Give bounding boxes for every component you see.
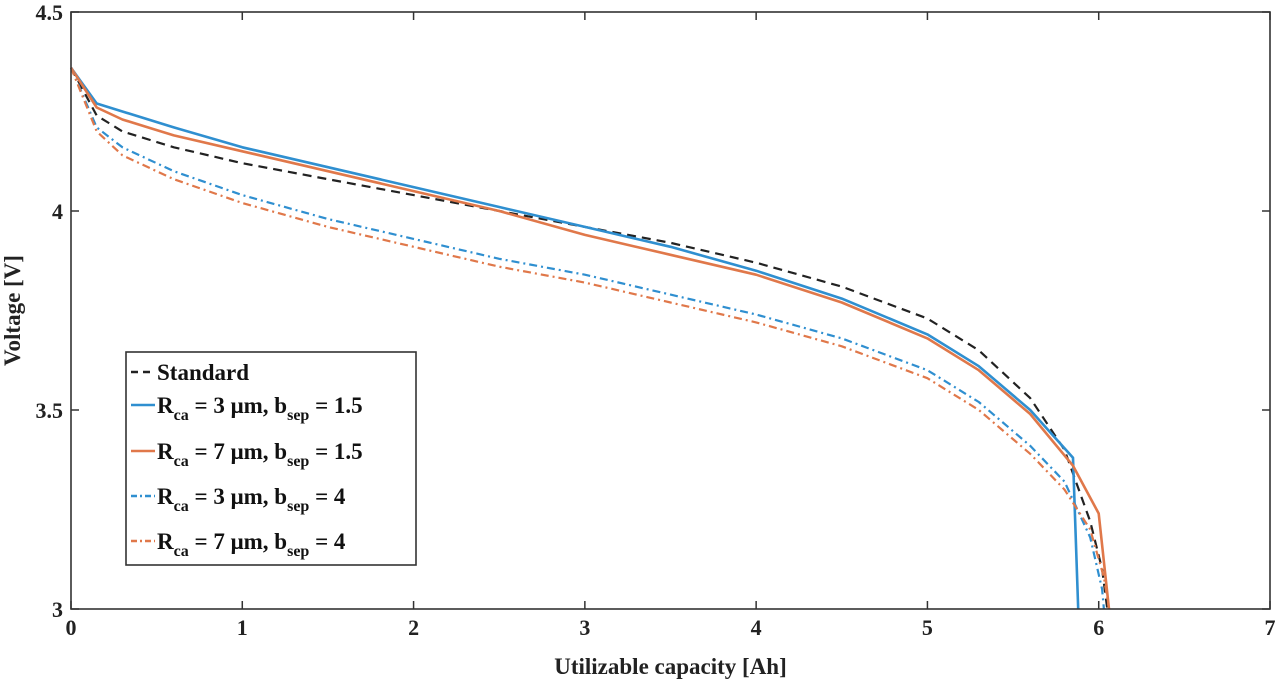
series-line-2 xyxy=(69,66,1080,610)
series-line-4 xyxy=(69,67,1105,610)
legend-label-part: = 7 μm, b xyxy=(189,439,287,464)
legend-label-part: Standard xyxy=(157,360,249,385)
legend-label-part: = 4 xyxy=(309,529,346,554)
legend-label-part: ca xyxy=(174,407,189,424)
legend-label-part: R xyxy=(157,439,174,464)
legend-label-part: sep xyxy=(287,498,309,515)
legend-label-part: = 1.5 xyxy=(309,393,362,418)
series-line-1 xyxy=(70,67,1109,610)
legend-label: Rca = 7 μm, bsep = 1.5 xyxy=(157,439,363,470)
legend-label-part: = 1.5 xyxy=(309,439,362,464)
legend-label-part: = 3 μm, b xyxy=(189,393,287,418)
x-tick-label: 2 xyxy=(408,615,419,640)
legend-label-part: R xyxy=(157,393,174,418)
y-axis-label: Voltage [V] xyxy=(0,255,25,366)
legend-label-part: = 4 xyxy=(309,484,346,509)
plot-frame xyxy=(70,11,1271,610)
series-line-3 xyxy=(69,66,1111,610)
legend-label: Standard xyxy=(157,360,249,385)
y-tick-label: 4 xyxy=(52,199,63,224)
legend-label-part: sep xyxy=(287,407,309,424)
legend-box xyxy=(125,351,417,566)
legend-label: Rca = 3 μm, bsep = 4 xyxy=(157,484,346,515)
legend-label: Rca = 7 μm, bsep = 4 xyxy=(157,529,346,560)
legend-label-part: ca xyxy=(174,543,189,560)
x-tick-label: 0 xyxy=(66,615,77,640)
legend-label-part: ca xyxy=(174,498,189,515)
series-line-5 xyxy=(69,67,1111,610)
x-axis-label: Utilizable capacity [Ah] xyxy=(554,654,787,679)
legend-label-part: = 3 μm, b xyxy=(189,484,287,509)
legend-label-part: sep xyxy=(287,543,309,560)
legend-label-part: = 7 μm, b xyxy=(189,529,287,554)
x-tick-label: 4 xyxy=(751,615,762,640)
y-tick-label: 3 xyxy=(52,597,63,622)
axis-ticks: 0 1 2 3 4 5 6 7 3 3.5 4 4.5 xyxy=(36,0,1276,640)
x-tick-label: 3 xyxy=(579,615,590,640)
legend-label-part: R xyxy=(157,529,174,554)
plot-lines xyxy=(69,66,1111,610)
x-tick-label: 1 xyxy=(237,615,248,640)
legend-label-part: R xyxy=(157,484,174,509)
x-tick-label: 6 xyxy=(1093,615,1104,640)
legend-label-part: sep xyxy=(287,453,309,470)
y-tick-label: 3.5 xyxy=(36,398,64,423)
y-tick-label: 4.5 xyxy=(36,0,64,25)
legend-label-part: ca xyxy=(174,453,189,470)
legend-label: Rca = 3 μm, bsep = 1.5 xyxy=(157,393,363,424)
x-tick-label: 5 xyxy=(922,615,933,640)
x-tick-label: 7 xyxy=(1265,615,1276,640)
